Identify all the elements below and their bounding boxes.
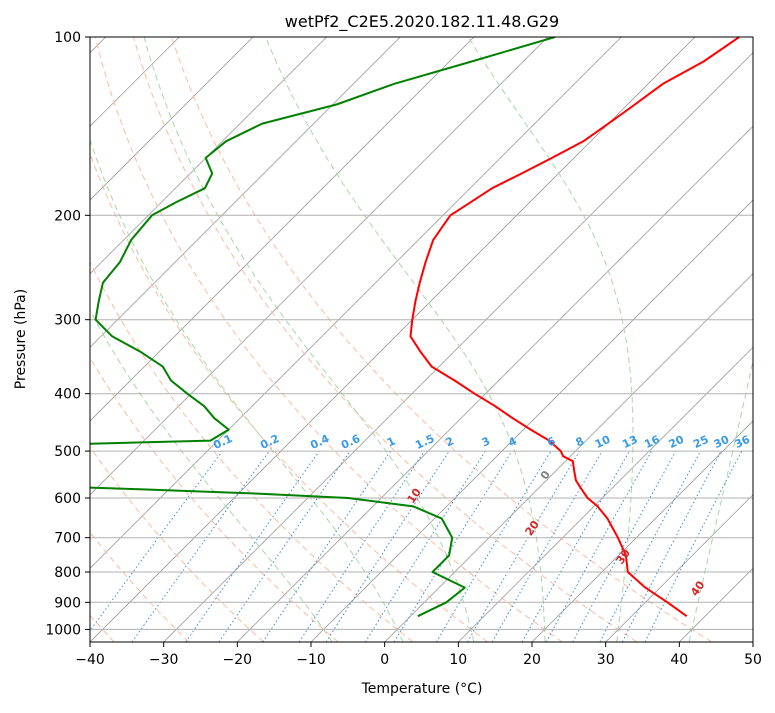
isotherm-line	[531, 420, 753, 642]
y-tick-label: 500	[54, 444, 81, 460]
dry-adiabat	[90, 356, 339, 642]
isotherm-line	[458, 346, 753, 642]
mixing-ratio-line	[131, 450, 270, 642]
mixing-ratio-line	[90, 450, 223, 632]
mixing-ratio-label: 13	[620, 433, 639, 451]
temperature-line	[409, 37, 740, 618]
dry-adiabat	[94, 37, 563, 642]
y-tick-label: 700	[54, 531, 81, 547]
mixing-ratio-line	[572, 450, 677, 642]
mixing-ratio-label: 25	[691, 433, 710, 451]
dewpoint-line	[90, 37, 556, 618]
mixing-ratio-line	[545, 450, 653, 642]
plot-frame	[89, 36, 754, 643]
y-tick-label: 100	[54, 30, 81, 46]
y-axis-ticks: 100 200 300 400 500 600 700 800 900 1000	[45, 30, 90, 638]
isotherm-line	[90, 37, 254, 201]
x-tick-label: 0	[380, 652, 389, 668]
mixing-ratio-line	[262, 450, 392, 642]
y-tick-label: 200	[54, 208, 81, 224]
mixing-ratio-label: 16	[642, 433, 662, 451]
moist-adiabat	[143, 37, 475, 642]
dry-adiabat	[90, 446, 264, 642]
dry-adiabats	[90, 37, 712, 642]
x-tick-label: 50	[744, 652, 762, 668]
x-tick-label: −40	[75, 652, 105, 668]
isotherm-line	[605, 494, 753, 642]
x-tick-label: 10	[449, 652, 467, 668]
y-tick-label: 300	[54, 313, 81, 329]
mixing-ratio-lines	[90, 450, 743, 642]
skewed-isotherms	[90, 37, 753, 642]
x-tick-label: 30	[597, 652, 615, 668]
x-tick-label: −20	[223, 652, 253, 668]
mixing-ratio-label: 10	[593, 433, 613, 451]
mixing-ratio-line	[218, 450, 351, 642]
isotherm-line	[90, 37, 548, 496]
x-tick-label: 20	[523, 652, 541, 668]
mixing-ratio-line	[185, 450, 320, 642]
x-tick-label: −10	[296, 652, 326, 668]
y-tick-label: 1000	[45, 622, 81, 638]
y-tick-label: 400	[54, 387, 81, 403]
moist-adiabat	[688, 358, 753, 642]
x-axis-label: Temperature (°C)	[361, 681, 483, 697]
pressure-gridlines	[90, 37, 753, 630]
mixing-ratio-line	[644, 450, 743, 642]
moist-adiabat	[90, 138, 404, 642]
mixing-ratio-line	[298, 450, 425, 642]
mixing-ratio-line	[393, 450, 513, 642]
chart-title: wetPf2_C2E5.2020.182.11.48.G29	[285, 12, 559, 32]
isotherm-line	[310, 199, 753, 642]
x-tick-label: 40	[670, 652, 688, 668]
y-tick-label: 600	[54, 491, 81, 507]
mixing-ratio-label: 36	[733, 433, 753, 451]
mixing-ratio-line	[325, 450, 450, 642]
isotherm-line	[90, 37, 401, 348]
dry-adiabat	[171, 37, 712, 642]
x-axis-ticks: −40 −30 −20 −10 0 10 20 30 40 50	[75, 642, 762, 668]
sounding-series	[90, 37, 740, 618]
isotherm-line	[237, 125, 753, 642]
isotherm-line	[384, 273, 753, 642]
plot-area: -100-90-80-70-60-50-40-30-20-10010203040…	[90, 37, 753, 642]
isotherm-line	[90, 37, 475, 422]
isotherm-line	[90, 37, 327, 275]
y-tick-label: 900	[54, 595, 81, 611]
mixing-ratio-label: 30	[712, 433, 732, 451]
y-axis-label: Pressure (hPa)	[13, 289, 29, 389]
isotherm-line	[90, 37, 622, 569]
isotherm-line	[163, 52, 753, 642]
x-tick-label: −30	[149, 652, 179, 668]
dry-adiabat	[132, 37, 638, 642]
mixing-ratio-label: 20	[667, 433, 687, 451]
dry-adiabat	[90, 260, 414, 642]
mixing-ratio-line	[521, 450, 630, 642]
moist-adiabat	[265, 37, 546, 642]
y-tick-label: 800	[54, 565, 81, 581]
moist-adiabat	[90, 309, 333, 642]
isotherm-line	[90, 37, 696, 642]
